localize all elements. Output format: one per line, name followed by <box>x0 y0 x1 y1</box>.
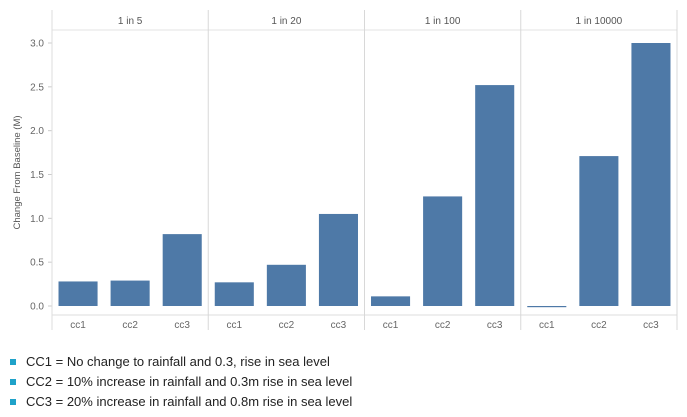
x-tick-label: cc1 <box>539 320 555 331</box>
x-tick-label: cc2 <box>435 320 451 331</box>
y-tick-label: 1.5 <box>30 170 44 181</box>
bar-1-in-20-cc2 <box>266 264 306 306</box>
y-tick-label: 3.0 <box>30 39 44 50</box>
x-tick-label: cc1 <box>383 320 399 331</box>
bar-1-in-10000-cc3 <box>631 43 671 306</box>
note-text: CC3 = 20% increase in rainfall and 0.8m … <box>26 394 353 409</box>
x-tick-label: cc3 <box>331 320 347 331</box>
bullet-icon <box>10 379 16 385</box>
scenario-notes: CC1 = No change to rainfall and 0.3, ris… <box>10 352 352 412</box>
note-text: CC1 = No change to rainfall and 0.3, ris… <box>26 354 330 369</box>
x-tick-label: cc2 <box>279 320 295 331</box>
y-axis-label: Change From Baseline (M) <box>12 115 23 229</box>
bullet-icon <box>10 359 16 365</box>
bar-1-in-5-cc2 <box>110 280 150 306</box>
bar-1-in-20-cc1 <box>214 282 254 306</box>
bar-1-in-10000-cc1 <box>527 306 567 308</box>
note-item-cc3: CC3 = 20% increase in rainfall and 0.8m … <box>10 392 352 412</box>
bar-1-in-100-cc1 <box>371 296 411 306</box>
y-tick-label: 0.0 <box>30 302 44 313</box>
note-item-cc1: CC1 = No change to rainfall and 0.3, ris… <box>10 352 352 372</box>
x-tick-label: cc2 <box>591 320 607 331</box>
bar-chart: Change From Baseline (M) 0.0 0.5 1.0 1.5 2.0 2… <box>12 10 678 331</box>
x-tick-label: cc1 <box>227 320 243 331</box>
bar-1-in-100-cc2 <box>423 196 463 306</box>
bar-1-in-10000-cc2 <box>579 156 619 306</box>
y-tick-label: 2.5 <box>30 82 44 93</box>
panel-title: 1 in 10000 <box>576 16 623 27</box>
x-tick-label: cc3 <box>174 320 190 331</box>
bar-1-in-20-cc3 <box>318 213 358 306</box>
panel-title: 1 in 20 <box>271 16 301 27</box>
y-tick-label: 0.5 <box>30 258 44 269</box>
bar-1-in-5-cc1 <box>58 281 98 306</box>
y-tick-label: 1.0 <box>30 214 44 225</box>
x-tick-label: cc3 <box>487 320 503 331</box>
note-text: CC2 = 10% increase in rainfall and 0.3m … <box>26 374 353 389</box>
x-tick-label: cc3 <box>643 320 659 331</box>
bar-1-in-100-cc3 <box>475 85 515 306</box>
x-tick-label: cc1 <box>70 320 86 331</box>
x-tick-label: cc2 <box>122 320 138 331</box>
bar-1-in-5-cc3 <box>162 234 202 306</box>
y-tick-label: 2.0 <box>30 126 44 137</box>
panel-title: 1 in 100 <box>425 16 461 27</box>
bullet-icon <box>10 399 16 405</box>
panel-title: 1 in 5 <box>118 16 143 27</box>
note-item-cc2: CC2 = 10% increase in rainfall and 0.3m … <box>10 372 352 392</box>
